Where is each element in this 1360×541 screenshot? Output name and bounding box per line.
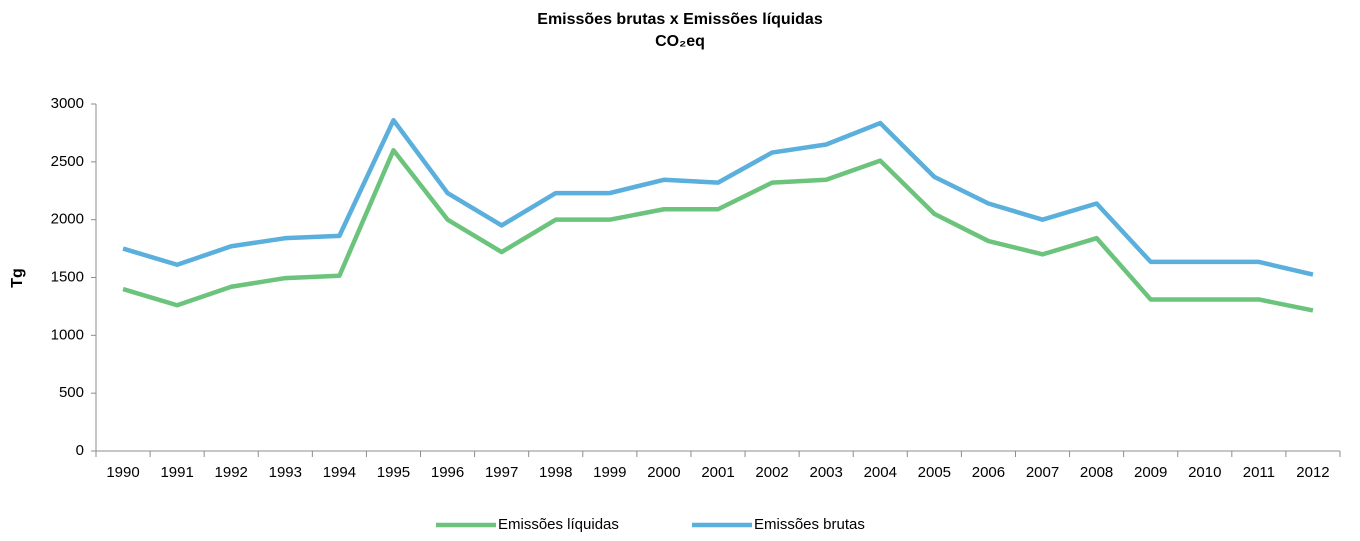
x-tick-label: 2009 [1134, 464, 1167, 481]
x-tick-label: 2005 [918, 464, 951, 481]
y-tick-label: 2500 [51, 153, 84, 170]
legend-label: Emissões líquidas [498, 516, 619, 533]
x-tick-label: 2002 [755, 464, 788, 481]
x-tick-label: 1995 [377, 464, 410, 481]
x-tick-label: 1998 [539, 464, 572, 481]
x-tick-label: 1994 [323, 464, 356, 481]
x-tick-label: 2000 [647, 464, 680, 481]
x-tick-label: 1997 [485, 464, 518, 481]
x-tick-label: 2006 [972, 464, 1005, 481]
x-tick-label: 2003 [809, 464, 842, 481]
y-tick-label: 0 [76, 442, 84, 459]
x-tick-label: 2008 [1080, 464, 1113, 481]
x-tick-label: 2007 [1026, 464, 1059, 481]
y-tick-label: 2000 [51, 211, 84, 228]
y-tick-label: 500 [59, 384, 84, 401]
x-tick-label: 1999 [593, 464, 626, 481]
x-tick-label: 2011 [1243, 464, 1275, 481]
x-tick-label: 1991 [160, 464, 193, 481]
x-tick-label: 2001 [701, 464, 734, 481]
legend-label: Emissões brutas [754, 516, 865, 533]
x-tick-label: 1996 [431, 464, 464, 481]
x-tick-label: 1992 [215, 464, 248, 481]
chart-subtitle: CO₂eq [655, 33, 705, 50]
x-tick-label: 1993 [269, 464, 302, 481]
y-axis-label: Tg [9, 268, 26, 288]
series-line [122, 148, 1314, 313]
x-tick-label: 2004 [864, 464, 897, 481]
y-tick-label: 1500 [51, 268, 84, 285]
x-tick-label: 2012 [1296, 464, 1329, 481]
chart-title: Emissões brutas x Emissões líquidas [537, 11, 823, 28]
series-line [122, 117, 1314, 277]
x-tick-label: 2010 [1188, 464, 1221, 481]
x-tick-label: 1990 [106, 464, 139, 481]
y-tick-label: 1000 [51, 326, 84, 343]
y-tick-label: 3000 [51, 95, 84, 112]
